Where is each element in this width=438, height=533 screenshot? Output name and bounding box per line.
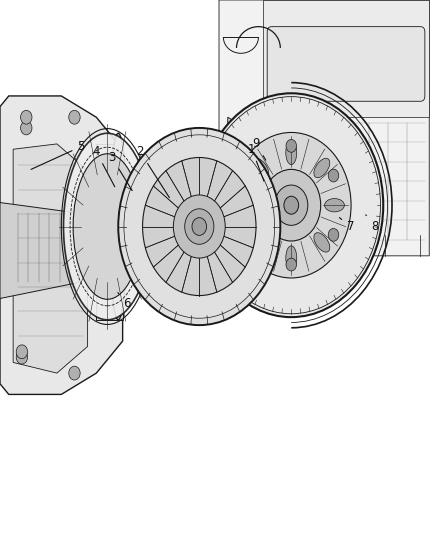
Text: 6: 6	[118, 293, 131, 310]
Polygon shape	[0, 203, 79, 298]
Circle shape	[232, 132, 351, 278]
Polygon shape	[228, 117, 237, 256]
Circle shape	[275, 185, 308, 225]
Circle shape	[286, 140, 297, 152]
Circle shape	[328, 169, 339, 182]
Circle shape	[328, 229, 339, 241]
Circle shape	[16, 350, 28, 364]
Polygon shape	[263, 0, 429, 117]
Text: 9: 9	[252, 138, 266, 160]
Ellipse shape	[73, 154, 141, 300]
Circle shape	[343, 209, 353, 222]
Ellipse shape	[286, 246, 297, 270]
Text: 3: 3	[108, 151, 132, 191]
Circle shape	[192, 217, 207, 236]
Text: 5: 5	[31, 140, 85, 169]
Circle shape	[118, 128, 280, 325]
Ellipse shape	[314, 158, 330, 177]
Ellipse shape	[238, 198, 258, 212]
Circle shape	[21, 110, 32, 124]
Ellipse shape	[325, 198, 344, 212]
Circle shape	[262, 169, 321, 241]
Circle shape	[185, 209, 214, 244]
Text: 2: 2	[136, 146, 170, 198]
Text: 1: 1	[248, 143, 264, 181]
Polygon shape	[219, 0, 429, 256]
Ellipse shape	[253, 233, 268, 252]
Circle shape	[199, 93, 383, 317]
Circle shape	[21, 121, 32, 135]
Polygon shape	[0, 96, 123, 394]
Circle shape	[69, 110, 80, 124]
Circle shape	[286, 258, 297, 271]
Circle shape	[16, 345, 28, 359]
Ellipse shape	[314, 233, 330, 252]
Polygon shape	[96, 144, 123, 320]
Circle shape	[284, 196, 299, 214]
Ellipse shape	[286, 141, 297, 165]
Polygon shape	[13, 144, 88, 373]
Ellipse shape	[253, 158, 268, 177]
Text: 8: 8	[366, 215, 378, 233]
Circle shape	[244, 229, 254, 241]
Text: 7: 7	[339, 217, 354, 233]
Circle shape	[69, 366, 80, 380]
Circle shape	[143, 158, 256, 296]
Circle shape	[244, 169, 254, 182]
Circle shape	[334, 199, 345, 212]
Ellipse shape	[110, 133, 127, 320]
Text: 4: 4	[92, 146, 115, 187]
Circle shape	[173, 195, 225, 258]
Ellipse shape	[64, 133, 151, 320]
FancyBboxPatch shape	[267, 27, 425, 101]
